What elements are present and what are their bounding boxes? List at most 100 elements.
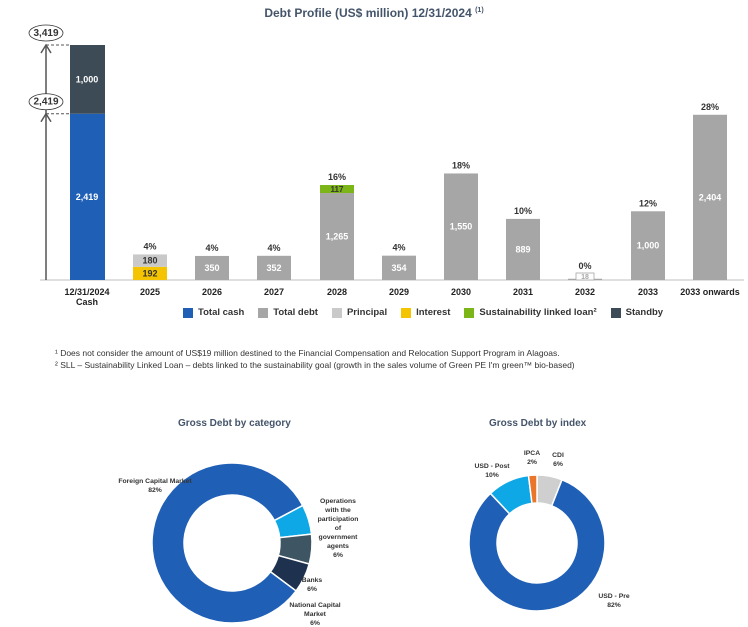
small-value-box <box>575 272 595 281</box>
percent-label: 28% <box>701 102 719 112</box>
label-operations-government: government <box>319 534 359 541</box>
bar-total-debt <box>631 211 665 280</box>
legend-label: Sustainability linked loan² <box>479 307 597 318</box>
label-national-capital-market: 6% <box>310 620 320 627</box>
category-label: 2033 <box>638 287 658 297</box>
donut-category-slice <box>269 554 311 592</box>
label-banks: 6% <box>307 586 317 593</box>
label-ipca: 2% <box>527 459 537 466</box>
donut-category-slice <box>273 504 313 539</box>
label-operations-government: Operations <box>320 498 356 505</box>
marker-oval-total <box>28 24 64 42</box>
value-label: 1,265 <box>326 232 349 242</box>
footnote-1: ¹ Does not consider the amount of US$19 … <box>55 348 560 358</box>
donut-category-slice <box>277 533 313 565</box>
legend-label: Total cash <box>198 307 245 318</box>
legend: Total cash Total debt Principal Interest… <box>183 307 663 318</box>
label-national-capital-market: Market <box>304 611 327 618</box>
debt-profile-bar-chart: 2,419 1,000 3,419 2,419 192 180 4% 350 4% 352 4% 11… <box>28 24 744 305</box>
label-cdi: 6% <box>553 461 563 468</box>
category-label: 2028 <box>327 287 347 297</box>
legend-item-total-debt: Total debt <box>258 307 318 318</box>
donut-index-title: Gross Debt by index <box>489 418 587 429</box>
bar-total-debt <box>382 255 416 280</box>
bar-interest-2025 <box>133 266 167 280</box>
bar-total-cash <box>70 113 105 280</box>
label-usd-post: 10% <box>485 472 499 479</box>
value-label: 350 <box>204 263 219 273</box>
bar-total-debt <box>444 173 478 280</box>
percent-label: 12% <box>639 198 657 208</box>
percent-label: 18% <box>452 160 470 170</box>
category-label: 2026 <box>202 287 222 297</box>
bar-total-debt <box>320 193 354 280</box>
value-label-sll: 117 <box>331 185 344 194</box>
percent-label: 4% <box>205 243 218 253</box>
legend-swatch <box>610 307 621 318</box>
value-label: 1,000 <box>637 241 660 251</box>
value-label: 889 <box>515 244 530 254</box>
chart-title-sup: (1) <box>475 7 484 14</box>
legend-swatch <box>401 307 412 318</box>
label-cdi: CDI <box>552 452 564 459</box>
legend-label: Principal <box>346 307 388 318</box>
label-usd-pre: 82% <box>607 602 621 609</box>
bar-total-debt <box>506 218 540 280</box>
bar-total-debt <box>257 255 291 280</box>
legend-label: Total debt <box>273 307 318 318</box>
percent-label: 10% <box>514 206 532 216</box>
category-label: 2031 <box>513 287 533 297</box>
label-ipca: IPCA <box>524 450 540 457</box>
bar-total-debt <box>693 114 727 280</box>
marker-total: 3,419 <box>33 28 58 39</box>
value-label: 2,404 <box>699 192 722 202</box>
label-operations-government: 6% <box>333 552 343 559</box>
legend-label: Standby <box>625 307 664 318</box>
category-label: 2027 <box>264 287 284 297</box>
legend-item-principal: Principal <box>331 307 388 318</box>
value-label: 352 <box>266 263 281 273</box>
bar-principal-2025 <box>133 254 167 267</box>
label-national-capital-market: National Capital <box>289 602 340 609</box>
chart-title: Debt Profile (US$ million) 12/31/2024 (1… <box>0 6 748 20</box>
percent-label: 16% <box>328 172 346 182</box>
category-label: 2032 <box>575 287 595 297</box>
donut-index-slice <box>536 474 564 507</box>
percent-label: 4% <box>392 243 405 253</box>
category-label: 2030 <box>451 287 471 297</box>
percent-label: 0% <box>578 261 591 271</box>
category-label: 2029 <box>389 287 409 297</box>
donut-category-slice <box>151 462 304 624</box>
legend-label: Interest <box>416 307 451 318</box>
legend-item-interest: Interest <box>401 307 450 318</box>
value-label-interest: 192 <box>142 268 157 278</box>
donut-index-slice <box>527 474 538 505</box>
label-operations-government: with the <box>324 507 351 514</box>
donut-index-slice <box>468 478 606 612</box>
value-label-cash: 2,419 <box>76 192 99 202</box>
donut-index-slice <box>489 474 533 515</box>
label-foreign-capital-market: 82% <box>148 487 162 494</box>
label-operations-government: of <box>335 525 342 532</box>
category-label: 2033 onwards <box>680 287 740 297</box>
value-label: 1,550 <box>450 222 473 232</box>
value-label-standby: 1,000 <box>76 74 99 84</box>
legend-item-sll: Sustainability linked loan² <box>464 307 597 318</box>
label-usd-post: USD - Post <box>474 463 510 470</box>
marker-cash: 2,419 <box>33 97 58 108</box>
footnote-2: ² SLL – Sustainability Linked Loan – deb… <box>55 360 575 370</box>
legend-item-total-cash: Total cash <box>183 307 244 318</box>
bar-sll <box>320 185 354 194</box>
label-banks: Banks <box>302 577 323 584</box>
marker-oval-cash <box>28 93 64 111</box>
percent-label: 4% <box>143 241 156 251</box>
category-label: 2025 <box>140 287 160 297</box>
category-label: Cash <box>76 297 98 305</box>
category-label: 12/31/2024 <box>64 287 109 297</box>
percent-label: 4% <box>267 243 280 253</box>
legend-swatch <box>331 307 342 318</box>
value-label-principal: 180 <box>142 256 157 266</box>
value-label: 18 <box>581 274 589 281</box>
legend-item-standby: Standby <box>610 307 664 318</box>
